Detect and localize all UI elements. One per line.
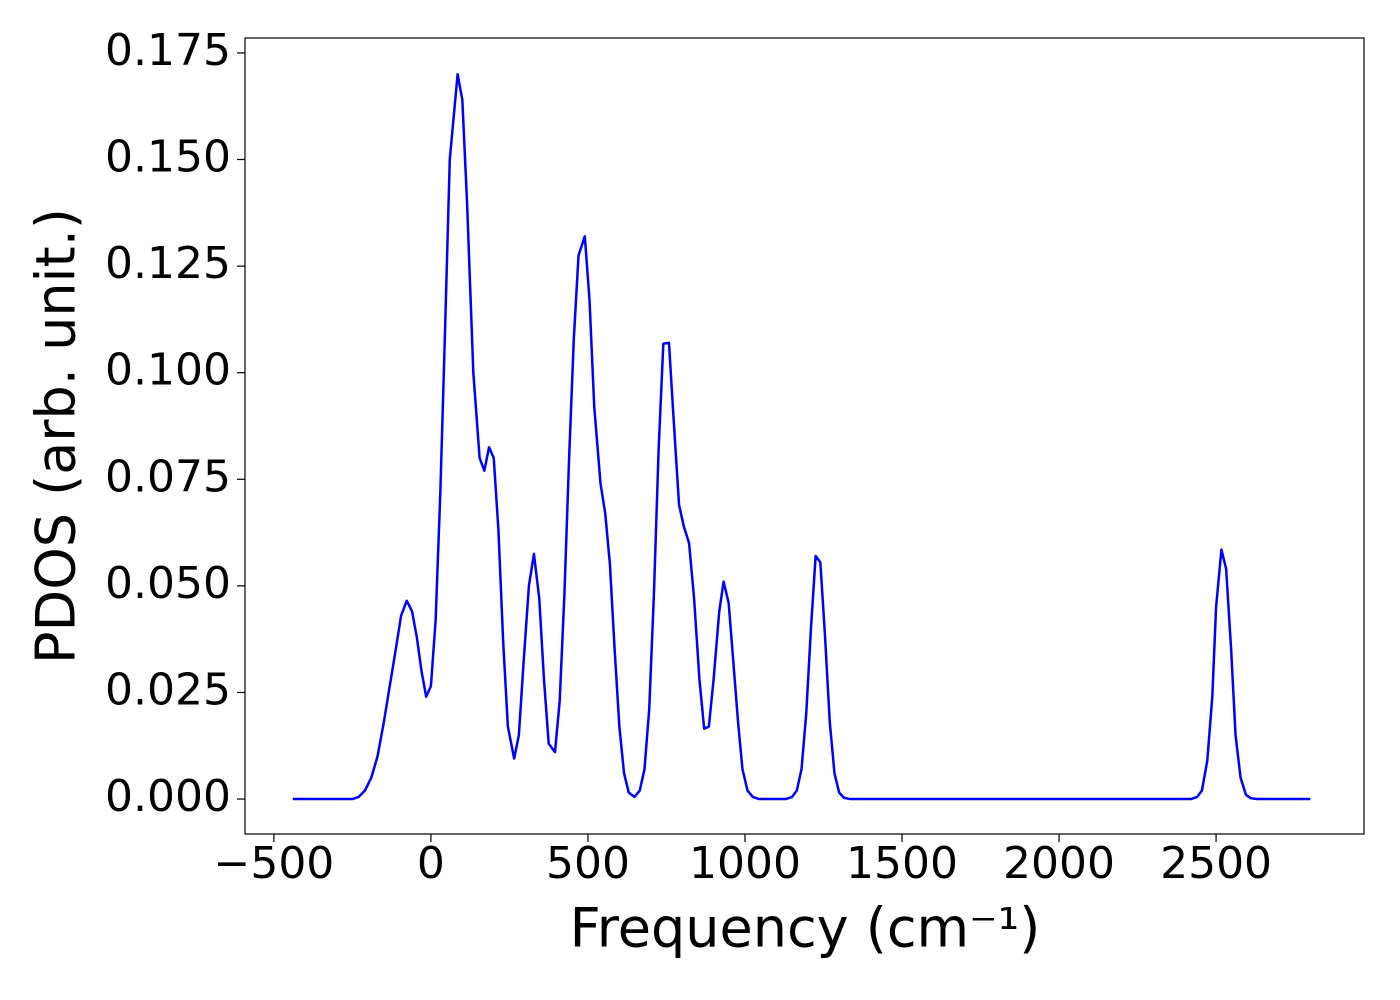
y-axis-label: PDOS (arb. unit.) (25, 208, 88, 664)
y-tick-label: 0.125 (105, 238, 231, 289)
data-line (292, 72, 1311, 801)
y-tick-label: 0.050 (105, 558, 231, 609)
y-tick-label: 0.175 (105, 25, 231, 76)
y-tick-label: 0.150 (105, 132, 231, 183)
x-tick-label: 500 (546, 838, 630, 889)
x-tick-label: 1000 (689, 838, 801, 889)
y-tick-label: 0.025 (105, 664, 231, 715)
x-tick-label: −500 (213, 838, 334, 889)
y-tick-label: 0.000 (105, 771, 231, 822)
x-tick-label: 2000 (1003, 838, 1115, 889)
x-tick-label: 1500 (846, 838, 958, 889)
plot-frame (244, 37, 1365, 835)
y-tick-label: 0.100 (105, 345, 231, 396)
x-axis-label: Frequency (cm⁻¹) (570, 897, 1041, 960)
x-tick-label: 2500 (1160, 838, 1272, 889)
y-tick-label: 0.075 (105, 451, 231, 502)
x-tick-label: 0 (417, 838, 445, 889)
